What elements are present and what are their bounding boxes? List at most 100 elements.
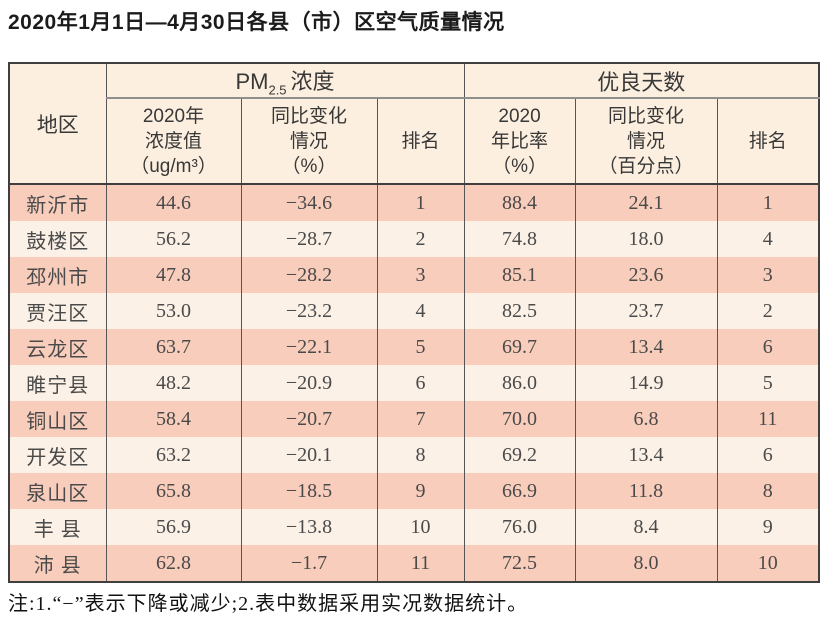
cell-value: 82.5 <box>463 293 576 330</box>
cell-value: −18.5 <box>240 473 378 510</box>
pm25-prefix: PM <box>235 69 269 94</box>
table-row: 沛 县 62.8 −1.7 11 72.5 8.0 10 <box>8 545 820 583</box>
pm25-suffix: 浓度 <box>290 69 335 94</box>
header-rank-pm25: 排名 <box>376 98 465 186</box>
cell-value: 11 <box>376 545 465 583</box>
cell-region: 开发区 <box>8 437 107 474</box>
cell-region: 睢宁县 <box>8 365 107 402</box>
cell-value: 65.8 <box>105 473 242 510</box>
cell-value: −28.7 <box>240 221 378 258</box>
cell-value: 63.2 <box>105 437 242 474</box>
table-row: 铜山区 58.4 −20.7 7 70.0 6.8 11 <box>8 401 820 438</box>
cell-value: 3 <box>716 257 820 294</box>
cell-value: −20.9 <box>240 365 378 402</box>
page-title: 2020年1月1日—4月30日各县（市）区空气质量情况 <box>8 11 505 34</box>
header-concentration-2020: 2020年 浓度值 （ug/m³） <box>105 98 242 186</box>
cell-value: 10 <box>376 509 465 546</box>
cell-value: 13.4 <box>574 437 718 474</box>
cell-value: −28.2 <box>240 257 378 294</box>
header-rank-good-days: 排名 <box>716 98 820 186</box>
table-row: 丰 县 56.9 −13.8 10 76.0 8.4 9 <box>8 509 820 546</box>
cell-region: 邳州市 <box>8 257 107 294</box>
cell-region: 贾汪区 <box>8 293 107 330</box>
cell-region: 丰 县 <box>8 509 107 546</box>
pm25-subscript: 2.5 <box>268 82 287 98</box>
cell-value: −13.8 <box>240 509 378 546</box>
cell-value: 4 <box>716 221 820 258</box>
table-row: 泉山区 65.8 −18.5 9 66.9 11.8 8 <box>8 473 820 510</box>
cell-value: 6.8 <box>574 401 718 438</box>
cell-value: −22.1 <box>240 329 378 366</box>
cell-value: 5 <box>716 365 820 402</box>
cell-value: 2 <box>716 293 820 330</box>
cell-region: 鼓楼区 <box>8 221 107 258</box>
cell-region: 云龙区 <box>8 329 107 366</box>
cell-value: 4 <box>376 293 465 330</box>
header-sub-row: 2020年 浓度值 （ug/m³） 同比变化 情况 （%） 排名 2020 年比… <box>9 98 820 186</box>
cell-value: 47.8 <box>105 257 242 294</box>
cell-value: 8.4 <box>574 509 718 546</box>
cell-value: 7 <box>376 401 465 438</box>
cell-value: 56.2 <box>105 221 242 258</box>
table-row: 新沂市 44.6 −34.6 1 88.4 24.1 1 <box>8 184 820 222</box>
cell-value: 63.7 <box>105 329 242 366</box>
cell-value: 8 <box>716 473 820 510</box>
footnote: 注:1.“−”表示下降或减少;2.表中数据采用实况数据统计。 <box>8 593 529 615</box>
cell-value: 24.1 <box>574 184 718 222</box>
cell-region: 新沂市 <box>8 184 107 222</box>
table-header: 地区 PM2.5 浓度 优良天数 2020年 浓度值 （ug/m³） 同比变化 情… <box>8 63 820 186</box>
cell-value: 48.2 <box>105 365 242 402</box>
table-row: 鼓楼区 56.2 −28.7 2 74.8 18.0 4 <box>8 221 820 258</box>
cell-value: 6 <box>376 365 465 402</box>
cell-value: 74.8 <box>463 221 576 258</box>
cell-value: 1 <box>376 184 465 222</box>
cell-value: 66.9 <box>463 473 576 510</box>
cell-value: 3 <box>376 257 465 294</box>
cell-value: 56.9 <box>105 509 242 546</box>
cell-value: 11.8 <box>574 473 718 510</box>
cell-value: 23.6 <box>574 257 718 294</box>
table-row: 睢宁县 48.2 −20.9 6 86.0 14.9 5 <box>8 365 820 402</box>
table-row: 贾汪区 53.0 −23.2 4 82.5 23.7 2 <box>8 293 820 330</box>
cell-value: 44.6 <box>105 184 242 222</box>
cell-value: 5 <box>376 329 465 366</box>
cell-value: 86.0 <box>463 365 576 402</box>
air-quality-table: 地区 PM2.5 浓度 优良天数 2020年 浓度值 （ug/m³） 同比变化 情… <box>8 62 821 584</box>
cell-value: 14.9 <box>574 365 718 402</box>
cell-value: 62.8 <box>105 545 242 583</box>
table-row: 云龙区 63.7 −22.1 5 69.7 13.4 6 <box>8 329 820 366</box>
cell-value: 8.0 <box>574 545 718 583</box>
cell-value: 88.4 <box>463 184 576 222</box>
cell-value: 9 <box>716 509 820 546</box>
cell-value: 76.0 <box>463 509 576 546</box>
cell-value: 13.4 <box>574 329 718 366</box>
cell-value: 58.4 <box>105 401 242 438</box>
cell-value: 69.2 <box>463 437 576 474</box>
cell-value: −20.1 <box>240 437 378 474</box>
table-body: 新沂市 44.6 −34.6 1 88.4 24.1 1 鼓楼区 56.2 −28.7 2 74.8 1… <box>8 184 820 583</box>
cell-value: −1.7 <box>240 545 378 583</box>
cell-value: −20.7 <box>240 401 378 438</box>
cell-value: 53.0 <box>105 293 242 330</box>
cell-region: 泉山区 <box>8 473 107 510</box>
table-row: 邳州市 47.8 −28.2 3 85.1 23.6 3 <box>8 257 820 294</box>
cell-value: 9 <box>376 473 465 510</box>
header-region: 地区 <box>8 63 107 186</box>
header-group-row: 地区 PM2.5 浓度 优良天数 <box>8 63 820 186</box>
cell-value: 2 <box>376 221 465 258</box>
cell-value: 1 <box>716 184 820 222</box>
table-row: 开发区 63.2 −20.1 8 69.2 13.4 6 <box>8 437 820 474</box>
header-yoy-change-points: 同比变化 情况 （百分点） <box>574 98 718 186</box>
header-pm25-group: PM2.5 浓度 <box>105 63 465 100</box>
cell-value: −34.6 <box>240 184 378 222</box>
cell-value: 10 <box>716 545 820 583</box>
pm25-label: PM2.5 浓度 <box>235 69 335 98</box>
cell-value: 23.7 <box>574 293 718 330</box>
cell-region: 铜山区 <box>8 401 107 438</box>
cell-region: 沛 县 <box>8 545 107 583</box>
header-yoy-change-percent: 同比变化 情况 （%） <box>240 98 378 186</box>
cell-value: 85.1 <box>463 257 576 294</box>
cell-value: 11 <box>716 401 820 438</box>
cell-value: 6 <box>716 329 820 366</box>
